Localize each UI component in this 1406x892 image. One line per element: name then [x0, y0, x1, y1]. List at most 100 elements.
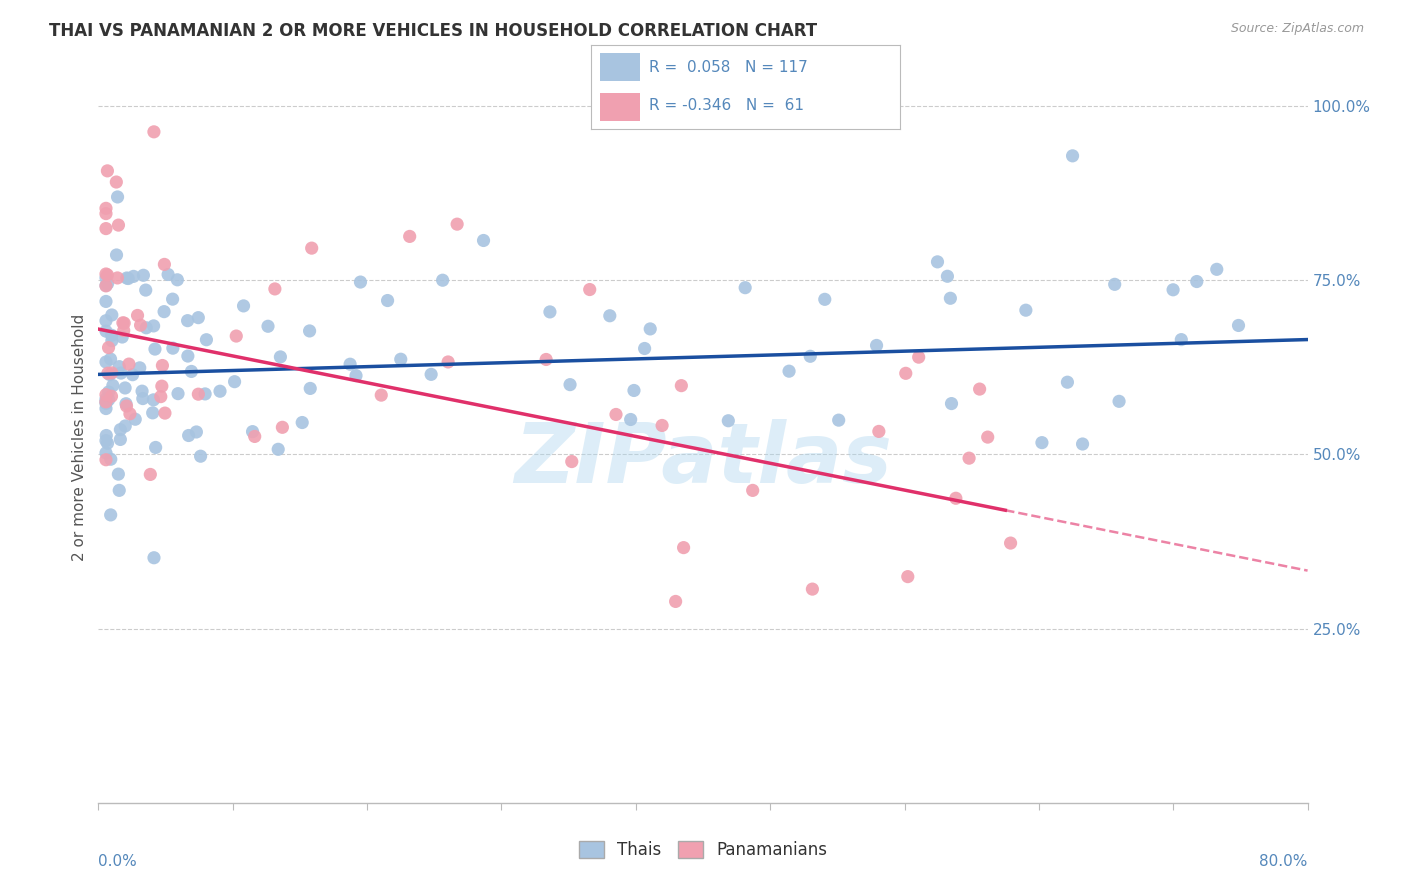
Point — [162, 341, 184, 355]
Point — [132, 392, 155, 406]
Point — [110, 433, 132, 447]
Point — [94, 446, 117, 460]
Point — [208, 384, 231, 399]
Point — [135, 283, 157, 297]
Point — [129, 318, 152, 333]
Point — [969, 382, 991, 396]
Point — [734, 281, 756, 295]
Point — [153, 257, 176, 271]
Point — [115, 271, 138, 285]
Text: Source: ZipAtlas.com: Source: ZipAtlas.com — [1230, 22, 1364, 36]
Y-axis label: 2 or more Vehicles in Household: 2 or more Vehicles in Household — [72, 313, 87, 561]
Point — [651, 418, 673, 433]
Point — [98, 368, 121, 382]
Point — [111, 316, 134, 330]
Point — [118, 407, 141, 421]
Point — [897, 569, 920, 583]
Point — [107, 190, 129, 204]
Point — [801, 582, 824, 596]
Point — [94, 270, 117, 285]
Point — [100, 452, 122, 467]
Point — [194, 387, 217, 401]
Point — [100, 508, 122, 522]
Point — [538, 305, 561, 319]
Bar — [600, 54, 640, 81]
Point — [153, 406, 176, 420]
Point — [118, 357, 141, 371]
Point — [94, 401, 117, 416]
Point — [94, 221, 117, 235]
Point — [100, 366, 122, 380]
Point — [1227, 318, 1250, 333]
Point — [97, 392, 120, 407]
Point — [605, 408, 627, 422]
Point — [578, 283, 600, 297]
Legend: Thais, Panamanians: Thais, Panamanians — [571, 833, 835, 868]
Point — [127, 309, 149, 323]
Point — [94, 278, 117, 293]
Point — [349, 275, 371, 289]
Point — [100, 389, 122, 403]
Text: 0.0%: 0.0% — [98, 854, 138, 869]
Point — [389, 352, 412, 367]
Point — [100, 352, 122, 367]
Point — [162, 292, 184, 306]
Point — [1185, 275, 1208, 289]
Point — [142, 406, 165, 420]
Text: R =  0.058   N = 117: R = 0.058 N = 117 — [650, 60, 808, 75]
Point — [432, 273, 454, 287]
Point — [177, 428, 200, 442]
Point — [117, 271, 139, 285]
Point — [135, 320, 157, 334]
Point — [599, 309, 621, 323]
Point — [105, 248, 128, 262]
Point — [128, 360, 150, 375]
Point — [1000, 536, 1022, 550]
Point — [94, 434, 117, 448]
Point — [100, 328, 122, 343]
Point — [96, 164, 118, 178]
Point — [187, 387, 209, 401]
Text: THAI VS PANAMANIAN 2 OR MORE VEHICLES IN HOUSEHOLD CORRELATION CHART: THAI VS PANAMANIAN 2 OR MORE VEHICLES IN… — [49, 22, 817, 40]
Point — [101, 334, 124, 348]
Point — [1031, 435, 1053, 450]
Point — [150, 379, 173, 393]
Point — [94, 202, 117, 216]
Point — [377, 293, 399, 308]
Point — [865, 338, 887, 352]
Point — [186, 425, 208, 439]
Point — [945, 491, 967, 506]
Point — [114, 419, 136, 434]
Point — [1071, 437, 1094, 451]
Point — [107, 467, 129, 482]
Point — [107, 271, 129, 285]
Point — [112, 324, 135, 338]
Point — [665, 594, 688, 608]
Point — [1104, 277, 1126, 292]
Point — [472, 234, 495, 248]
Point — [264, 282, 287, 296]
Point — [132, 268, 155, 283]
Point — [97, 366, 120, 380]
Point — [420, 368, 443, 382]
Point — [927, 255, 949, 269]
Point — [94, 387, 117, 401]
Point — [145, 441, 167, 455]
Point — [142, 318, 165, 333]
Point — [115, 397, 138, 411]
Point — [271, 420, 294, 434]
Point — [242, 425, 264, 439]
Point — [115, 399, 138, 413]
Point — [110, 423, 132, 437]
Point — [139, 467, 162, 482]
Point — [153, 304, 176, 318]
Bar — [600, 93, 640, 120]
Point — [96, 436, 118, 450]
Point — [94, 392, 117, 406]
Point — [177, 349, 200, 363]
Point — [894, 367, 917, 381]
Point — [94, 394, 117, 409]
Point — [957, 451, 980, 466]
Point — [344, 368, 367, 383]
Point — [94, 278, 117, 293]
